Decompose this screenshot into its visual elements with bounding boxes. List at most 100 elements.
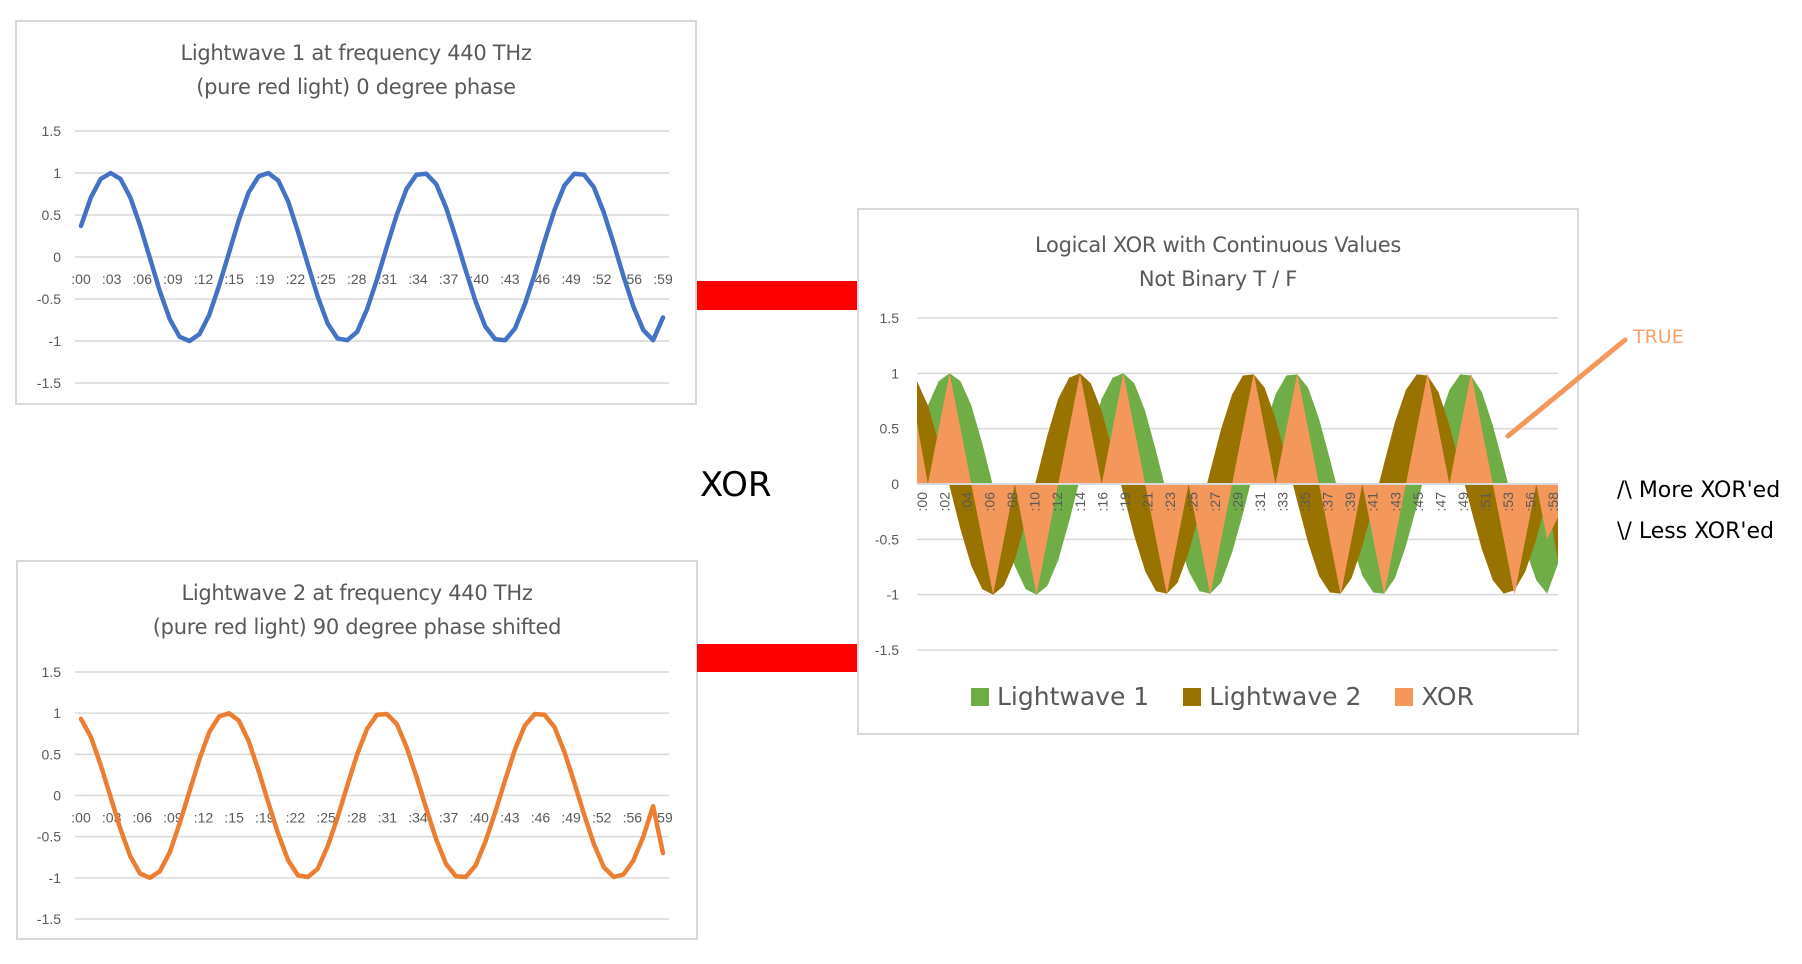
xor-operator-label: XOR — [700, 465, 772, 505]
y-tick-label: 1.5 — [42, 664, 62, 680]
x-tick-label: :47 — [1432, 492, 1448, 512]
y-tick-label: 0 — [891, 476, 899, 492]
y-tick-label: -1.5 — [37, 911, 61, 927]
x-tick-label: :02 — [937, 492, 953, 512]
x-tick-label: :08 — [1004, 492, 1020, 512]
x-tick-label: :12 — [194, 271, 214, 287]
true-annotation: TRUE — [1633, 326, 1684, 348]
x-tick-label: :49 — [1455, 492, 1471, 512]
x-tick-label: :25 — [316, 271, 336, 287]
x-tick-label: :40 — [469, 810, 489, 826]
x-tick-label: :34 — [408, 271, 428, 287]
chart-title-line-1: Logical XOR with Continuous Values — [1034, 233, 1402, 257]
x-tick-label: :28 — [347, 271, 367, 287]
y-tick-label: -1 — [49, 333, 62, 349]
x-tick-label: :15 — [224, 271, 244, 287]
x-tick-label: :31 — [378, 810, 398, 826]
x-tick-label: :49 — [561, 810, 581, 826]
x-tick-label: :25 — [1184, 492, 1200, 512]
x-tick-label: :06 — [133, 271, 153, 287]
x-tick-label: :14 — [1072, 492, 1088, 512]
legend-label: Lightwave 1 — [997, 682, 1150, 711]
chart-title: Lightwave 2 at frequency 440 THz (pure r… — [18, 576, 696, 644]
x-tick-label: :23 — [1162, 492, 1178, 512]
x-tick-label: :56 — [623, 810, 643, 826]
more-xored-note: /\ More XOR'ed — [1617, 478, 1781, 503]
legend-item-xor: XOR — [1395, 682, 1474, 711]
connector-bar-bottom — [697, 644, 857, 672]
x-tick-label: :46 — [531, 810, 551, 826]
y-tick-label: -1 — [887, 587, 900, 603]
x-tick-label: :00 — [914, 492, 930, 512]
legend-item-lightwave-1: Lightwave 1 — [971, 682, 1149, 711]
less-xored-note: \/ Less XOR'ed — [1617, 519, 1774, 544]
x-tick-label: :37 — [439, 810, 459, 826]
y-tick-label: 0.5 — [880, 421, 900, 437]
x-tick-label: :43 — [1387, 492, 1403, 512]
y-tick-label: 1 — [53, 165, 61, 181]
y-tick-label: -1.5 — [37, 375, 61, 391]
x-tick-label: :31 — [378, 271, 398, 287]
line-plot: 1.510.50-0.5-1-1.5:00:03:06:09:12:15:19:… — [37, 664, 673, 927]
y-tick-label: 0 — [53, 788, 61, 804]
x-tick-label: :40 — [469, 271, 489, 287]
x-tick-label: :19 — [255, 271, 275, 287]
y-tick-label: 0.5 — [42, 746, 62, 762]
y-tick-label: 1.5 — [42, 123, 62, 139]
x-tick-label: :58 — [1545, 492, 1561, 512]
legend-label: XOR — [1421, 682, 1474, 711]
line-plot: 1.510.50-0.5-1-1.5:00:03:06:09:12:15:19:… — [37, 123, 673, 391]
x-tick-label: :03 — [102, 271, 122, 287]
series-line — [78, 710, 666, 881]
x-tick-label: :33 — [1275, 492, 1291, 512]
chart-lightwave-1: Lightwave 1 at frequency 440 THz (pure r… — [15, 20, 697, 405]
x-tick-label: :12 — [194, 810, 214, 826]
x-tick-label: :10 — [1027, 492, 1043, 512]
x-tick-label: :37 — [1320, 492, 1336, 512]
x-tick-label: :15 — [224, 810, 244, 826]
x-tick-label: :53 — [1500, 492, 1516, 512]
x-tick-label: :45 — [1410, 492, 1426, 512]
x-tick-label: :29 — [1230, 492, 1246, 512]
x-tick-label: :28 — [347, 810, 367, 826]
chart-legend: Lightwave 1 Lightwave 2 XOR — [971, 682, 1474, 711]
x-tick-label: :09 — [163, 271, 183, 287]
x-tick-label: :22 — [286, 810, 306, 826]
x-tick-label: :37 — [439, 271, 459, 287]
x-tick-label: :56 — [1522, 492, 1538, 512]
y-tick-label: -1.5 — [875, 642, 899, 658]
chart-title-line-1: Lightwave 1 at frequency 440 THz — [180, 41, 532, 65]
chart-title: Logical XOR with Continuous Values Not B… — [859, 228, 1577, 296]
x-tick-label: :21 — [1139, 492, 1155, 512]
x-tick-label: :12 — [1049, 492, 1065, 512]
y-tick-label: 0 — [53, 249, 61, 265]
x-tick-label: :35 — [1297, 492, 1313, 512]
x-tick-label: :16 — [1094, 492, 1110, 512]
y-tick-label: -0.5 — [875, 531, 899, 547]
y-tick-label: -0.5 — [37, 829, 61, 845]
x-tick-label: :19 — [1117, 492, 1133, 512]
x-tick-label: :52 — [592, 271, 612, 287]
x-tick-label: :25 — [316, 810, 336, 826]
y-tick-label: 1 — [891, 365, 899, 381]
chart-title-line-2: Not Binary T / F — [1138, 267, 1298, 291]
x-tick-label: :43 — [500, 271, 520, 287]
chart-title: Lightwave 1 at frequency 440 THz (pure r… — [17, 36, 695, 104]
y-tick-label: 1.5 — [880, 310, 900, 326]
x-tick-label: :04 — [959, 492, 975, 512]
legend-item-lightwave-2: Lightwave 2 — [1183, 682, 1361, 711]
x-tick-label: :06 — [133, 810, 153, 826]
chart-title-line-2: (pure red light) 90 degree phase shifted — [152, 615, 562, 639]
legend-swatch-olive — [1183, 687, 1202, 706]
x-tick-label: :41 — [1365, 492, 1381, 512]
x-tick-label: :39 — [1342, 492, 1358, 512]
y-tick-label: 1 — [53, 705, 61, 721]
chart-title-line-1: Lightwave 2 at frequency 440 THz — [181, 581, 533, 605]
legend-swatch-green — [971, 687, 989, 706]
x-tick-label: :06 — [982, 492, 998, 512]
series-line — [78, 170, 666, 344]
x-tick-label: :49 — [561, 271, 581, 287]
x-tick-label: :00 — [71, 271, 91, 287]
y-tick-label: 0.5 — [42, 207, 62, 223]
x-tick-label: :59 — [653, 271, 673, 287]
